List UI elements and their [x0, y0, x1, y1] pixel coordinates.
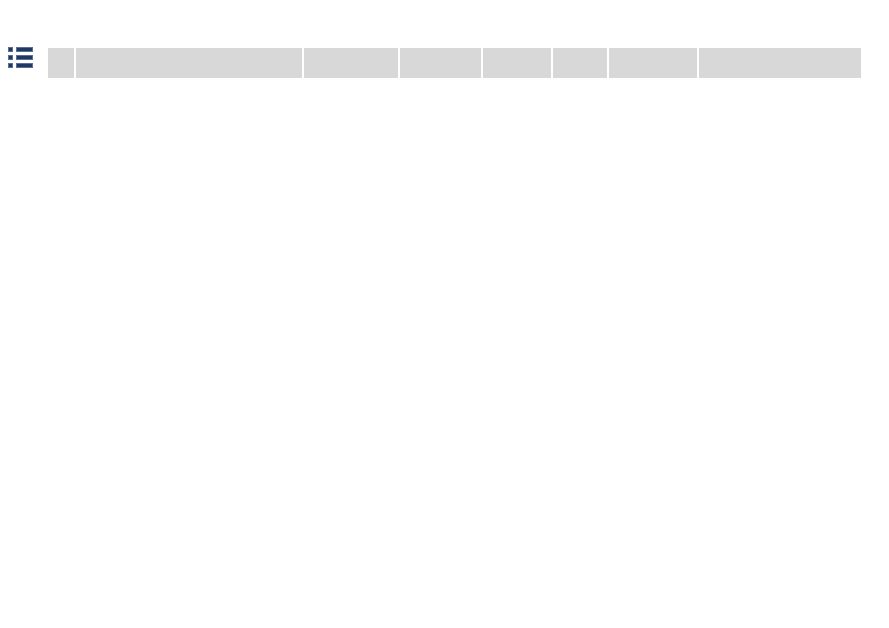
column-header-target-timeframe [400, 48, 481, 78]
document-vertical-title [3, 140, 21, 500]
list-icon[interactable] [8, 47, 33, 68]
list-icon-line [8, 63, 33, 68]
performance-table [48, 48, 861, 81]
column-header-kpi-status [553, 48, 607, 78]
table-header-row [48, 48, 861, 78]
column-header-reporting-measure-comment [699, 48, 861, 78]
list-icon-line [8, 55, 33, 60]
list-icon-line [8, 47, 33, 52]
column-header-q4-achieved [483, 48, 551, 78]
header-spacer-cell [48, 48, 74, 78]
column-header-responsible-manager [609, 48, 697, 78]
column-header-reporting-measure [304, 48, 398, 78]
column-header-action-comment [76, 48, 302, 78]
